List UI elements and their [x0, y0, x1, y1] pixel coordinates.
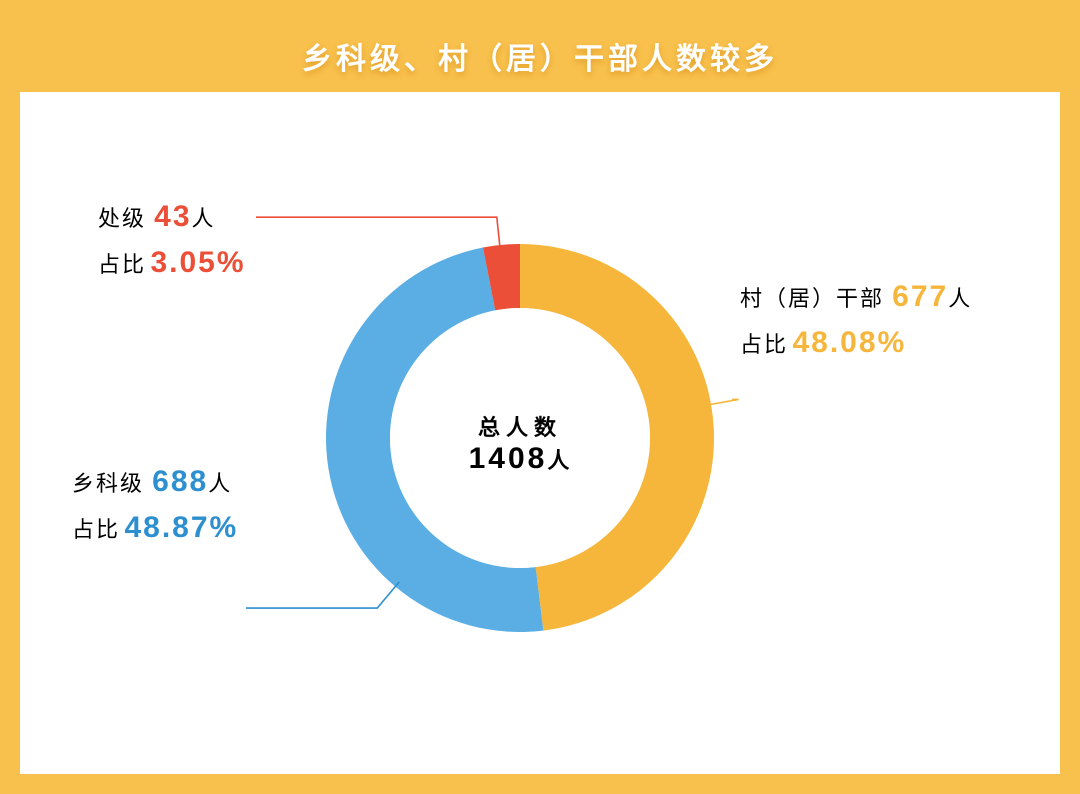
callout-chuji-label: 处级 — [98, 206, 146, 231]
callout-cunju-pct: 48.08% — [792, 326, 906, 359]
chart-title: 乡科级、村（居）干部人数较多 — [0, 34, 1080, 78]
outer-frame: 乡科级、村（居）干部人数较多 总人数 1408人 村（居）干部 677人 占比 … — [0, 0, 1080, 794]
callout-chuji: 处级 43人 占比 3.05% — [98, 200, 246, 280]
chart-panel: 总人数 1408人 村（居）干部 677人 占比 48.08% 乡科级 688人… — [20, 92, 1060, 774]
callout-xiangke-label: 乡科级 — [72, 471, 144, 496]
callout-xiangke: 乡科级 688人 占比 48.87% — [72, 465, 238, 545]
leader-lines — [20, 92, 1060, 774]
callout-xiangke-pct: 48.87% — [124, 511, 238, 544]
callout-cunju-count: 677 — [892, 280, 948, 313]
callout-cunju: 村（居）干部 677人 占比 48.08% — [740, 280, 972, 360]
callout-chuji-pct: 3.05% — [150, 246, 245, 279]
callout-xiangke-count: 688 — [152, 465, 208, 498]
callout-cunju-label: 村（居）干部 — [740, 286, 884, 311]
callout-chuji-count: 43 — [154, 200, 191, 233]
